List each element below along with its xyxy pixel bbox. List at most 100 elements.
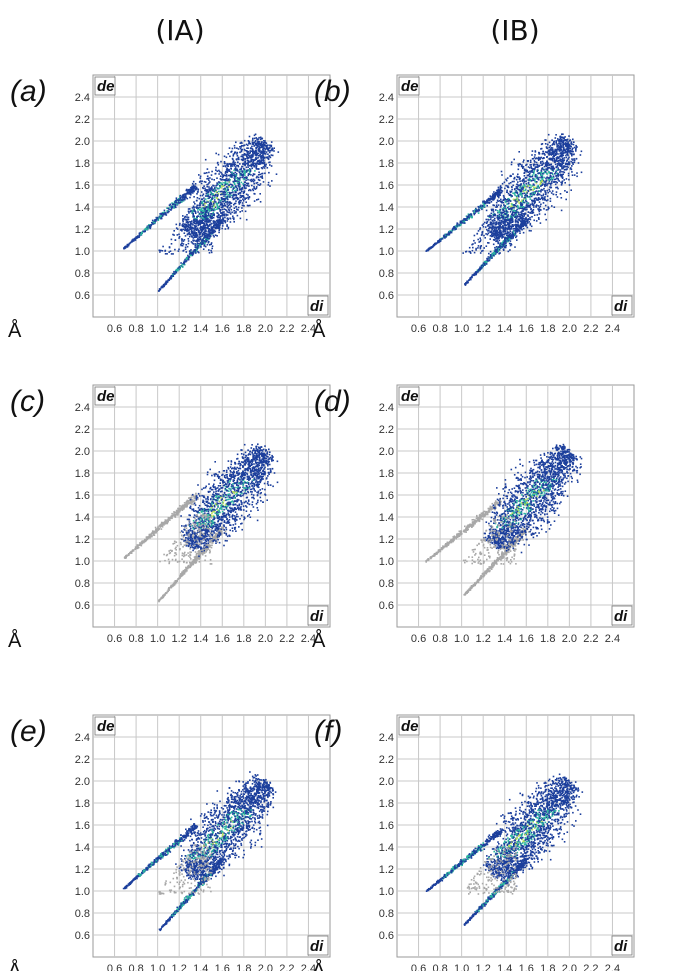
- scatter-point: [554, 153, 557, 155]
- scatter-point: [195, 229, 197, 231]
- scatter-point: [241, 148, 243, 151]
- scatter-point: [553, 178, 556, 181]
- scatter-point: [218, 220, 221, 223]
- scatter-point: [518, 225, 520, 227]
- scatter-point: [495, 209, 497, 211]
- scatter-point: [218, 187, 220, 190]
- scatter-point: [240, 167, 243, 170]
- scatter-point: [250, 150, 253, 152]
- scatter-point: [212, 211, 215, 214]
- scatter-point: [200, 211, 202, 213]
- scatter-point: [193, 189, 195, 191]
- scatter-point: [171, 203, 174, 205]
- scatter-point: [216, 182, 218, 184]
- scatter-point: [202, 200, 204, 203]
- scatter-point: [506, 203, 508, 205]
- scatter-point: [239, 179, 241, 182]
- scatter-point: [180, 199, 182, 201]
- scatter-point: [207, 190, 210, 192]
- scatter-point: [244, 198, 246, 201]
- scatter-point: [243, 168, 246, 171]
- scatter-point: [247, 154, 250, 157]
- scatter-point: [528, 173, 531, 176]
- scatter-point: [488, 219, 490, 221]
- scatter-point: [504, 227, 507, 229]
- scatter-point: [222, 222, 224, 225]
- scatter-point: [521, 203, 524, 205]
- scatter-point: [262, 149, 265, 151]
- scatter-point: [204, 226, 207, 229]
- scatter-point: [521, 195, 523, 197]
- scatter-point: [519, 232, 521, 234]
- scatter-point: [268, 147, 270, 150]
- scatter-point: [551, 190, 554, 192]
- scatter-point: [223, 184, 226, 187]
- scatter-point: [195, 228, 197, 230]
- scatter-point: [127, 244, 130, 247]
- scatter-point: [202, 228, 205, 231]
- scatter-point: [204, 236, 207, 238]
- scatter-point: [526, 195, 528, 198]
- scatter-point: [241, 174, 243, 176]
- scatter-point: [491, 198, 493, 200]
- scatter-point: [226, 211, 229, 213]
- scatter-point: [255, 147, 257, 150]
- x-tick-label: 1.2: [172, 323, 187, 335]
- scatter-point: [267, 158, 270, 161]
- scatter-point: [171, 202, 173, 204]
- scatter-point: [220, 209, 222, 211]
- scatter-point: [146, 226, 149, 229]
- scatter-point: [233, 169, 235, 172]
- scatter-point: [214, 223, 217, 226]
- scatter-point: [252, 160, 255, 163]
- scatter-point: [270, 154, 273, 156]
- scatter-point: [518, 211, 520, 214]
- scatter-point: [199, 231, 201, 234]
- x-tick-label: 2.4: [605, 323, 620, 335]
- scatter-point: [205, 210, 208, 213]
- scatter-point: [229, 193, 231, 195]
- scatter-point: [255, 150, 257, 153]
- scatter-point: [511, 203, 513, 206]
- scatter-point: [250, 189, 252, 192]
- scatter-point: [251, 184, 253, 187]
- scatter-point: [220, 171, 222, 174]
- scatter-point: [207, 227, 209, 230]
- scatter-point: [213, 209, 215, 212]
- scatter-point: [537, 187, 540, 189]
- scatter-point: [265, 144, 268, 147]
- scatter-point: [179, 194, 182, 197]
- scatter-point: [248, 185, 250, 187]
- scatter-point: [254, 149, 257, 152]
- scatter-point: [195, 186, 198, 189]
- scatter-point: [258, 179, 261, 182]
- scatter-point: [208, 179, 210, 182]
- scatter-point: [226, 191, 229, 194]
- scatter-point: [527, 202, 529, 204]
- scatter-point: [232, 217, 234, 219]
- scatter-point: [228, 203, 231, 206]
- scatter-point: [548, 141, 551, 144]
- scatter-point: [219, 190, 222, 193]
- scatter-point: [468, 214, 471, 216]
- scatter-point: [239, 142, 242, 144]
- scatter-point: [149, 227, 152, 230]
- scatter-point: [243, 173, 245, 175]
- scatter-point: [247, 198, 250, 200]
- scatter-point: [198, 246, 200, 249]
- scatter-point: [238, 171, 241, 173]
- y-tick-label: 0.6: [379, 290, 394, 302]
- scatter-point: [261, 176, 263, 179]
- scatter-point: [223, 214, 225, 217]
- scatter-point: [204, 237, 207, 240]
- scatter-point: [223, 211, 225, 213]
- scatter-point: [213, 231, 216, 233]
- scatter-point: [201, 202, 204, 205]
- scatter-point: [244, 161, 246, 164]
- scatter-point: [555, 174, 557, 177]
- scatter-point: [243, 177, 246, 179]
- scatter-point: [263, 151, 265, 153]
- scatter-point: [196, 219, 198, 221]
- scatter-point: [555, 134, 557, 136]
- scatter-point: [483, 264, 486, 266]
